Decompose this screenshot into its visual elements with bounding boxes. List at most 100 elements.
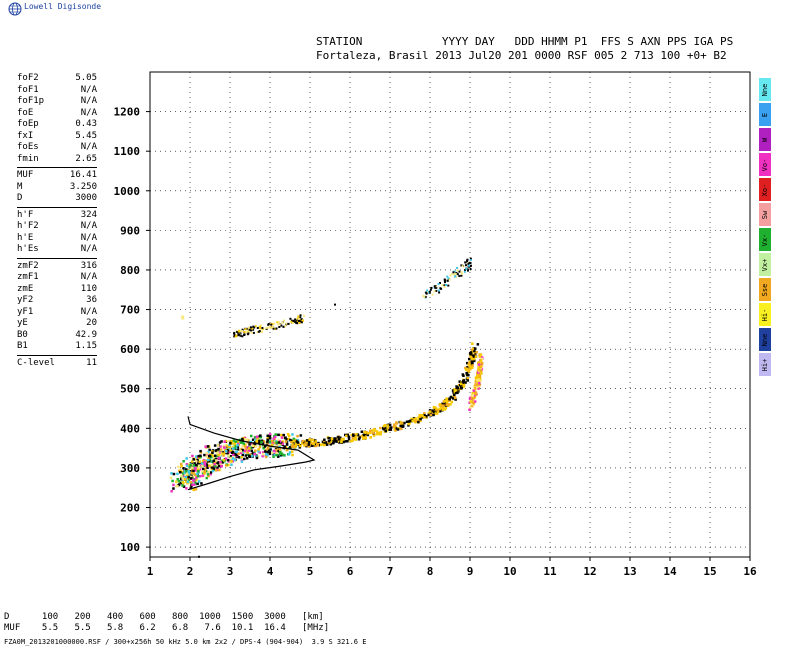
echo-point	[228, 450, 231, 454]
echo-point	[447, 277, 450, 280]
echo-point	[182, 485, 186, 488]
param-value: 16.41	[69, 170, 97, 180]
echo-point	[197, 461, 200, 465]
echo-point	[170, 472, 173, 475]
echo-point	[275, 451, 278, 455]
echo-point	[185, 480, 188, 483]
echo-point	[198, 460, 201, 464]
echo-point	[206, 445, 210, 448]
echo-point	[471, 401, 475, 404]
echo-point	[461, 373, 465, 376]
echo-point	[287, 437, 290, 441]
echo-point	[461, 265, 464, 268]
echo-point	[456, 269, 459, 272]
echo-point	[285, 322, 288, 325]
echo-point	[417, 419, 420, 422]
echo-point	[244, 328, 247, 331]
echo-point	[345, 434, 348, 438]
echo-point	[471, 394, 474, 398]
echo-point	[431, 293, 434, 296]
echo-point	[192, 464, 196, 467]
echo-point	[405, 420, 409, 423]
echo-point	[235, 450, 239, 453]
param-name: zmF2	[17, 260, 39, 271]
echo-point	[278, 452, 282, 456]
echo-point	[311, 442, 314, 445]
echo-point	[443, 285, 446, 288]
x-tick-label: 9	[467, 565, 474, 578]
echo-point	[471, 398, 474, 402]
echo-point	[230, 460, 233, 463]
echo-point	[479, 353, 483, 356]
echo-point	[436, 410, 440, 414]
echo-point	[176, 478, 179, 481]
echo-point	[197, 480, 201, 483]
echo-point	[429, 413, 433, 417]
param-value: N/A	[80, 107, 97, 118]
echo-point	[241, 444, 244, 448]
echo-point	[216, 457, 219, 461]
echo-point	[230, 451, 234, 454]
echo-point	[191, 483, 194, 486]
echo-point	[241, 437, 244, 441]
echo-point	[313, 441, 316, 444]
echo-point	[194, 467, 197, 470]
echo-point	[230, 456, 233, 460]
echo-point	[297, 320, 300, 322]
echo-point	[284, 436, 287, 440]
echo-point	[199, 449, 202, 453]
echo-point	[395, 421, 398, 425]
echo-point	[204, 445, 207, 448]
param-row: MUF 16.41	[17, 170, 97, 182]
echo-point	[384, 429, 387, 433]
echo-point	[221, 461, 225, 464]
echo-point	[240, 456, 243, 459]
echo-point	[192, 469, 195, 473]
echo-point	[281, 321, 284, 324]
echo-point	[417, 420, 420, 424]
echo-point	[282, 433, 285, 437]
echo-point	[469, 406, 472, 410]
echo-point	[251, 327, 254, 330]
echo-point	[292, 444, 296, 447]
echo-point	[234, 446, 238, 449]
echo-point	[261, 330, 263, 333]
echo-point	[193, 473, 197, 476]
echo-point	[268, 435, 272, 438]
param-value: 110	[80, 283, 97, 294]
x-tick-label: 15	[703, 565, 716, 578]
echo-point	[190, 471, 193, 475]
y-tick-label: 900	[120, 224, 140, 237]
echo-point	[354, 435, 357, 439]
echo-point	[243, 457, 246, 461]
echo-point	[247, 327, 250, 330]
echo-point	[203, 472, 206, 475]
echo-point	[441, 408, 445, 411]
echo-point	[372, 434, 376, 437]
param-row: zmE 110	[17, 284, 97, 296]
legend-item: Sse	[759, 278, 771, 301]
echo-point	[327, 439, 331, 443]
param-row: B1 1.15	[17, 341, 97, 353]
echo-point	[256, 455, 260, 458]
echo-point	[314, 444, 318, 448]
echo-point	[373, 427, 376, 431]
x-tick-label: 2	[187, 565, 194, 578]
echo-point	[268, 450, 272, 454]
echo-point	[454, 396, 457, 400]
echo-point	[200, 482, 203, 485]
y-tick-label: 700	[120, 304, 140, 317]
legend-bar: Nne E W Vo- Xo- Sw Vx- Vx+ Sse Hi- Nne Hi+	[759, 78, 771, 378]
echo-point	[199, 455, 202, 459]
echo-point	[479, 369, 483, 373]
echo-point	[245, 449, 248, 452]
param-name: h'F2	[17, 221, 39, 231]
param-row: D 3000	[17, 193, 97, 205]
x-tick-label: 11	[543, 565, 557, 578]
echo-point	[237, 442, 240, 445]
echo-point	[195, 476, 198, 479]
echo-point	[208, 460, 212, 463]
param-row: foF1p N/A	[17, 96, 97, 108]
echo-point	[470, 264, 472, 267]
